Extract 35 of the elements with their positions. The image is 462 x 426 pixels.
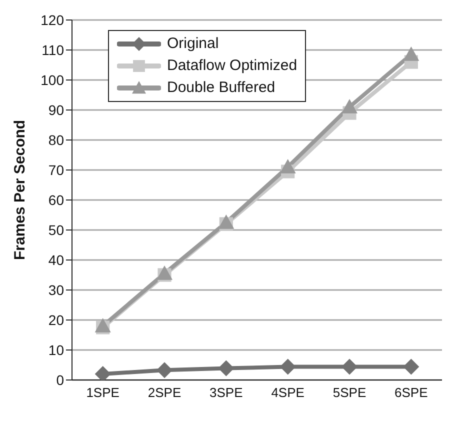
- point: [156, 266, 172, 280]
- legend-label: Dataflow Optimized: [167, 56, 298, 76]
- legend-label: Double Buffered: [167, 78, 276, 98]
- x-tick-label: 1SPE: [86, 385, 120, 400]
- x-tick-label: 2SPE: [148, 385, 182, 400]
- point: [280, 159, 296, 174]
- legend-label: Original: [167, 34, 219, 54]
- x-tick-label: 3SPE: [210, 385, 244, 400]
- y-tick-label: 70: [48, 162, 64, 178]
- point: [94, 318, 111, 332]
- point: [218, 360, 234, 376]
- x-tick-label: 5SPE: [332, 385, 366, 400]
- point: [403, 358, 420, 375]
- y-tick-label: 90: [48, 102, 64, 118]
- y-tick-label: 40: [48, 252, 64, 268]
- y-tick-label: 100: [40, 72, 64, 88]
- point: [280, 358, 296, 375]
- y-tick-label: 110: [42, 42, 64, 58]
- x-tick-label: 6SPE: [394, 385, 428, 400]
- y-tick-label: 50: [48, 222, 64, 238]
- point: [218, 214, 234, 229]
- point: [94, 366, 111, 380]
- y-tick-label: 120: [40, 12, 64, 28]
- y-axis-title: Frames Per Second: [11, 120, 28, 260]
- y-tick-label: 10: [48, 342, 64, 358]
- y-tick-label: 0: [56, 372, 64, 388]
- y-tick-label: 30: [48, 282, 64, 298]
- x-tick-label: 4SPE: [271, 385, 305, 400]
- y-tick-label: 60: [48, 192, 64, 208]
- point: [403, 46, 420, 61]
- y-tick-label: 80: [48, 132, 64, 148]
- point: [342, 99, 358, 114]
- point: [342, 358, 358, 375]
- y-tick-label: 20: [48, 312, 64, 328]
- point: [156, 362, 172, 378]
